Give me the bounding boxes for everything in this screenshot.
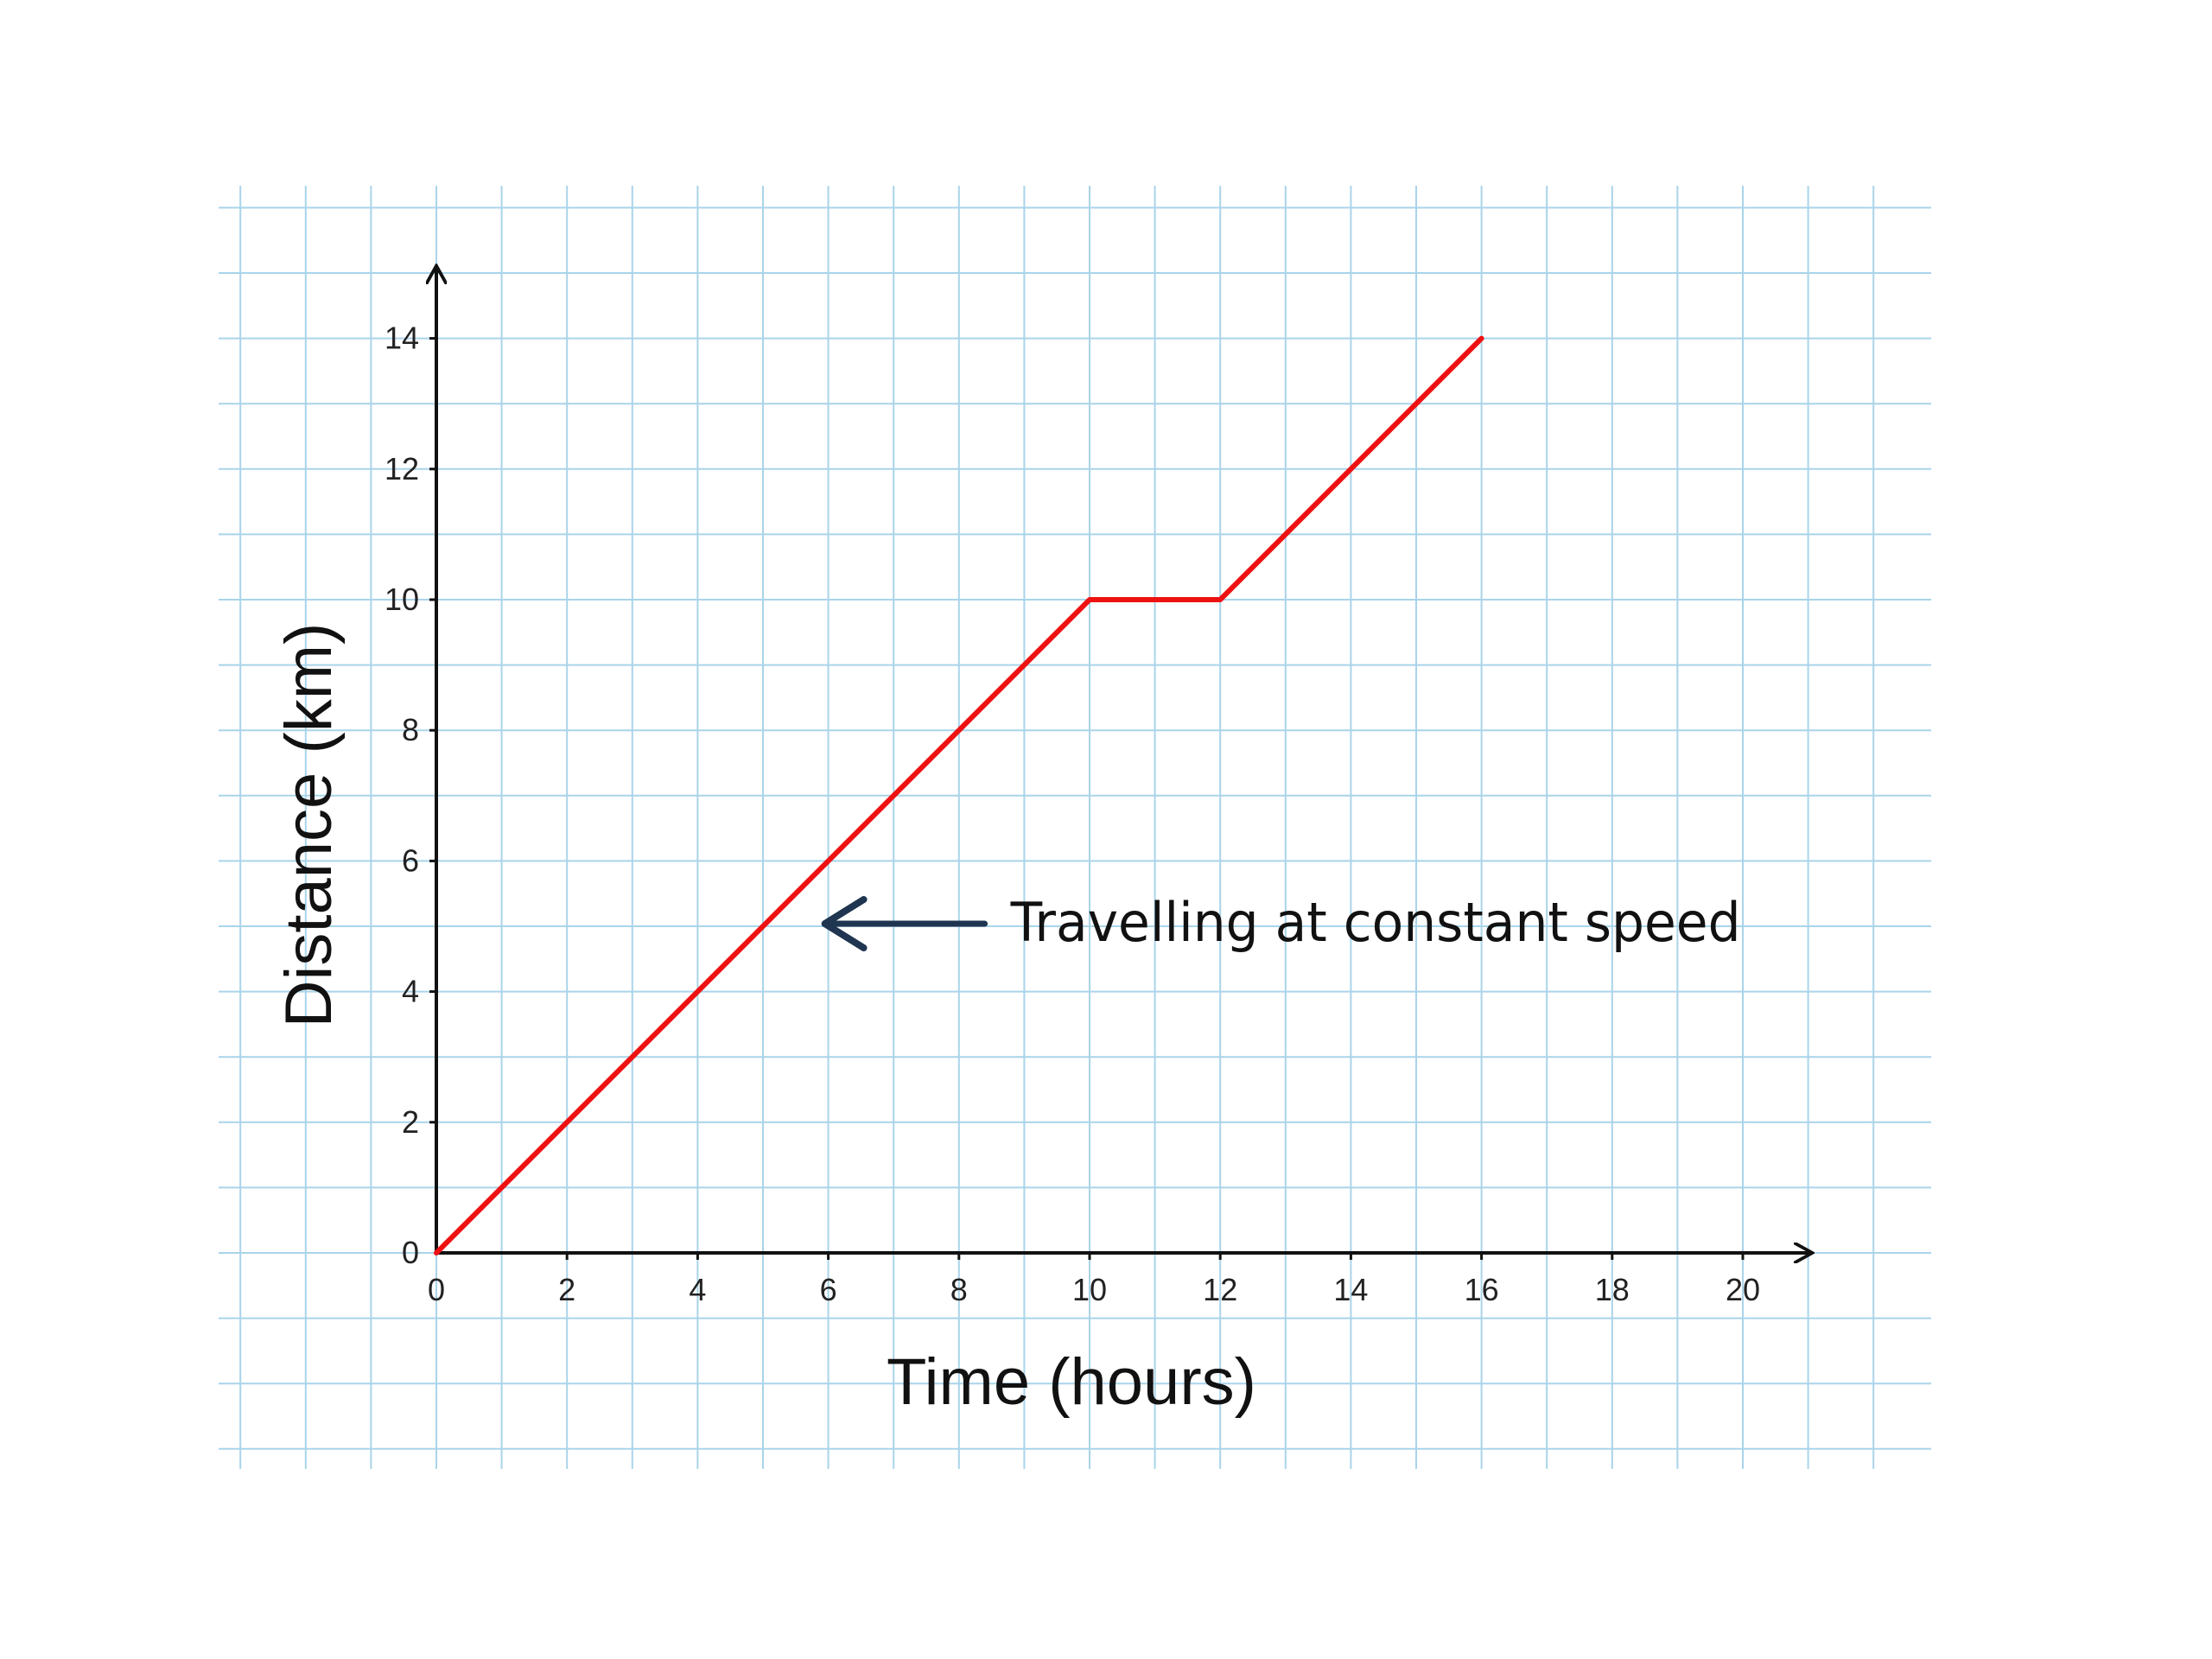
x-tick-label: 0 — [428, 1272, 445, 1307]
y-tick-labels: 0 2 4 6 8 10 12 14 — [385, 321, 419, 1270]
x-tick-label: 6 — [820, 1272, 837, 1307]
annotation: Travelling at constant speed — [821, 891, 1741, 954]
x-tick-label: 14 — [1333, 1272, 1368, 1307]
x-tick-label: 10 — [1072, 1272, 1107, 1307]
y-tick-label: 8 — [402, 712, 419, 747]
y-tick-label: 2 — [402, 1104, 419, 1140]
y-axis-title: Distance (km) — [272, 623, 346, 1028]
x-tick-label: 18 — [1595, 1272, 1630, 1307]
annotation-text: Travelling at constant speed — [1010, 891, 1741, 954]
y-tick-label: 12 — [385, 451, 419, 486]
y-tick-label: 14 — [385, 321, 419, 356]
y-tick-label: 4 — [402, 974, 419, 1009]
x-axis-title: Time (hours) — [887, 1345, 1256, 1419]
x-tick-labels: 0 2 4 6 8 10 12 14 16 18 20 — [428, 1272, 1760, 1307]
annotation-arrowhead — [821, 896, 868, 951]
y-tick-label: 10 — [385, 582, 419, 617]
series — [434, 335, 1484, 1255]
axes — [436, 268, 1810, 1253]
x-tick-label: 4 — [689, 1272, 706, 1307]
x-tick-label: 8 — [950, 1272, 968, 1307]
y-tick-label: 0 — [402, 1235, 419, 1270]
y-tick-label: 6 — [402, 842, 419, 878]
tick-marks — [429, 337, 1745, 1260]
annotation-arrow — [821, 896, 988, 951]
x-tick-label: 2 — [558, 1272, 575, 1307]
x-tick-label: 16 — [1465, 1272, 1499, 1307]
x-tick-label: 12 — [1203, 1272, 1237, 1307]
series-line — [434, 335, 1484, 1255]
x-tick-label: 20 — [1726, 1272, 1760, 1307]
